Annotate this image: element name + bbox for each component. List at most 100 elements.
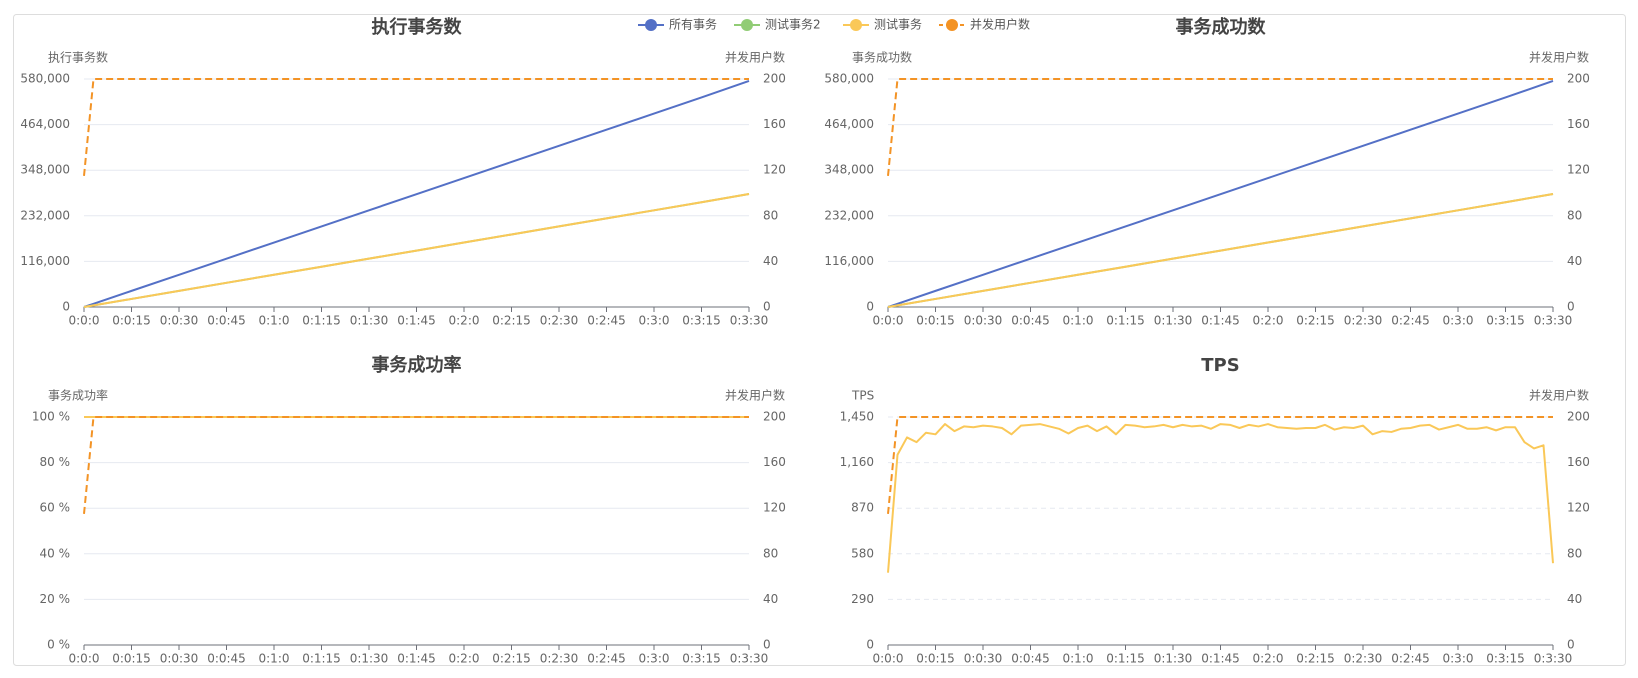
y2-tick-label: 160 bbox=[763, 117, 786, 131]
x-tick-label: 0:3:15 bbox=[682, 314, 721, 328]
x-tick-label: 0:1:0 bbox=[259, 652, 290, 666]
y-tick-label: 464,000 bbox=[20, 117, 70, 131]
y2-axis-label: 并发用户数 bbox=[725, 388, 785, 403]
y-tick-label: 232,000 bbox=[20, 208, 70, 222]
series-line bbox=[887, 80, 1554, 308]
chart-title: 事务成功数 bbox=[1176, 16, 1267, 38]
y-tick-label: 464,000 bbox=[824, 117, 874, 131]
y-axis-label: 执行事务数 bbox=[48, 50, 108, 65]
x-tick-label: 0:3:30 bbox=[730, 314, 769, 328]
x-tick-label: 0:2:30 bbox=[540, 652, 579, 666]
x-tick-label: 0:0:0 bbox=[873, 314, 904, 328]
x-tick-label: 0:3:15 bbox=[682, 652, 721, 666]
series-line bbox=[887, 423, 1554, 573]
x-tick-label: 0:1:30 bbox=[1154, 652, 1193, 666]
y-axis-label: 事务成功率 bbox=[48, 388, 108, 403]
x-tick-label: 0:0:15 bbox=[916, 652, 955, 666]
y2-tick-label: 0 bbox=[1567, 300, 1575, 314]
y2-tick-label: 80 bbox=[763, 208, 778, 222]
y-tick-label: 580 bbox=[851, 546, 874, 560]
y-tick-label: 348,000 bbox=[20, 163, 70, 177]
y-tick-label: 80 % bbox=[40, 455, 71, 469]
x-tick-label: 0:3:30 bbox=[730, 652, 769, 666]
x-tick-label: 0:3:0 bbox=[1443, 652, 1474, 666]
x-tick-label: 0:0:45 bbox=[207, 314, 246, 328]
y-tick-label: 290 bbox=[851, 592, 874, 606]
legend-label[interactable]: 测试事务2 bbox=[765, 17, 821, 32]
x-tick-label: 0:1:0 bbox=[1063, 652, 1094, 666]
y2-tick-label: 160 bbox=[1567, 117, 1590, 131]
y2-tick-label: 160 bbox=[1567, 455, 1590, 469]
x-tick-label: 0:0:0 bbox=[69, 652, 100, 666]
series-line bbox=[887, 192, 1554, 308]
x-tick-label: 0:2:45 bbox=[587, 314, 626, 328]
x-tick-label: 0:2:0 bbox=[1253, 652, 1284, 666]
legend-label[interactable]: 所有事务 bbox=[669, 17, 717, 32]
y-axis-label: TPS bbox=[851, 389, 874, 403]
y2-tick-label: 200 bbox=[1567, 72, 1590, 86]
x-tick-label: 0:3:0 bbox=[639, 314, 670, 328]
legend-marker[interactable] bbox=[946, 19, 958, 31]
y2-tick-label: 120 bbox=[1567, 501, 1590, 515]
x-tick-label: 0:0:30 bbox=[964, 652, 1003, 666]
x-tick-label: 0:0:15 bbox=[916, 314, 955, 328]
x-tick-label: 0:3:30 bbox=[1534, 652, 1573, 666]
x-tick-label: 0:1:0 bbox=[259, 314, 290, 328]
x-tick-label: 0:1:45 bbox=[1201, 314, 1240, 328]
y2-tick-label: 120 bbox=[1567, 163, 1590, 177]
y2-tick-label: 80 bbox=[1567, 546, 1582, 560]
y-tick-label: 232,000 bbox=[824, 208, 874, 222]
y-tick-label: 20 % bbox=[40, 592, 71, 606]
x-tick-label: 0:2:15 bbox=[492, 314, 531, 328]
y2-axis-label: 并发用户数 bbox=[725, 50, 785, 65]
series-line bbox=[83, 192, 750, 308]
y-tick-label: 580,000 bbox=[20, 72, 70, 86]
x-tick-label: 0:2:15 bbox=[1296, 314, 1335, 328]
y2-tick-label: 120 bbox=[763, 163, 786, 177]
y-tick-label: 1,450 bbox=[840, 410, 874, 424]
x-tick-label: 0:1:15 bbox=[1106, 314, 1145, 328]
legend-marker[interactable] bbox=[741, 19, 753, 31]
y-tick-label: 1,160 bbox=[840, 455, 874, 469]
x-tick-label: 0:1:15 bbox=[302, 652, 341, 666]
x-tick-label: 0:0:45 bbox=[1011, 314, 1050, 328]
x-tick-label: 0:3:0 bbox=[639, 652, 670, 666]
x-tick-label: 0:1:30 bbox=[1154, 314, 1193, 328]
x-tick-label: 0:2:0 bbox=[449, 314, 480, 328]
x-tick-label: 0:3:15 bbox=[1486, 652, 1525, 666]
series-line bbox=[887, 416, 1553, 514]
x-tick-label: 0:3:30 bbox=[1534, 314, 1573, 328]
legend-label[interactable]: 并发用户数 bbox=[970, 17, 1030, 32]
legend-label[interactable]: 测试事务 bbox=[874, 17, 922, 32]
y2-tick-label: 0 bbox=[763, 638, 771, 652]
y2-tick-label: 200 bbox=[763, 72, 786, 86]
y2-axis-label: 并发用户数 bbox=[1529, 50, 1589, 65]
series-line bbox=[83, 78, 749, 176]
x-tick-label: 0:0:30 bbox=[964, 314, 1003, 328]
x-tick-label: 0:2:15 bbox=[1296, 652, 1335, 666]
y2-tick-label: 160 bbox=[763, 455, 786, 469]
y2-tick-label: 40 bbox=[1567, 592, 1582, 606]
x-tick-label: 0:0:0 bbox=[69, 314, 100, 328]
x-tick-label: 0:1:15 bbox=[302, 314, 341, 328]
x-tick-label: 0:3:15 bbox=[1486, 314, 1525, 328]
x-tick-label: 0:1:45 bbox=[397, 652, 436, 666]
x-tick-label: 0:0:15 bbox=[112, 652, 151, 666]
x-tick-label: 0:2:30 bbox=[1344, 314, 1383, 328]
x-tick-label: 0:1:30 bbox=[350, 652, 389, 666]
y-tick-label: 116,000 bbox=[20, 254, 70, 268]
legend-marker[interactable] bbox=[645, 19, 657, 31]
x-tick-label: 0:1:30 bbox=[350, 314, 389, 328]
x-tick-label: 0:2:30 bbox=[540, 314, 579, 328]
x-tick-label: 0:0:45 bbox=[207, 652, 246, 666]
y2-tick-label: 0 bbox=[763, 300, 771, 314]
y2-tick-label: 200 bbox=[1567, 410, 1590, 424]
legend-marker[interactable] bbox=[850, 19, 862, 31]
y-tick-label: 348,000 bbox=[824, 163, 874, 177]
y-tick-label: 60 % bbox=[40, 501, 71, 515]
x-tick-label: 0:2:0 bbox=[1253, 314, 1284, 328]
series-line bbox=[83, 80, 750, 308]
x-tick-label: 0:2:45 bbox=[587, 652, 626, 666]
